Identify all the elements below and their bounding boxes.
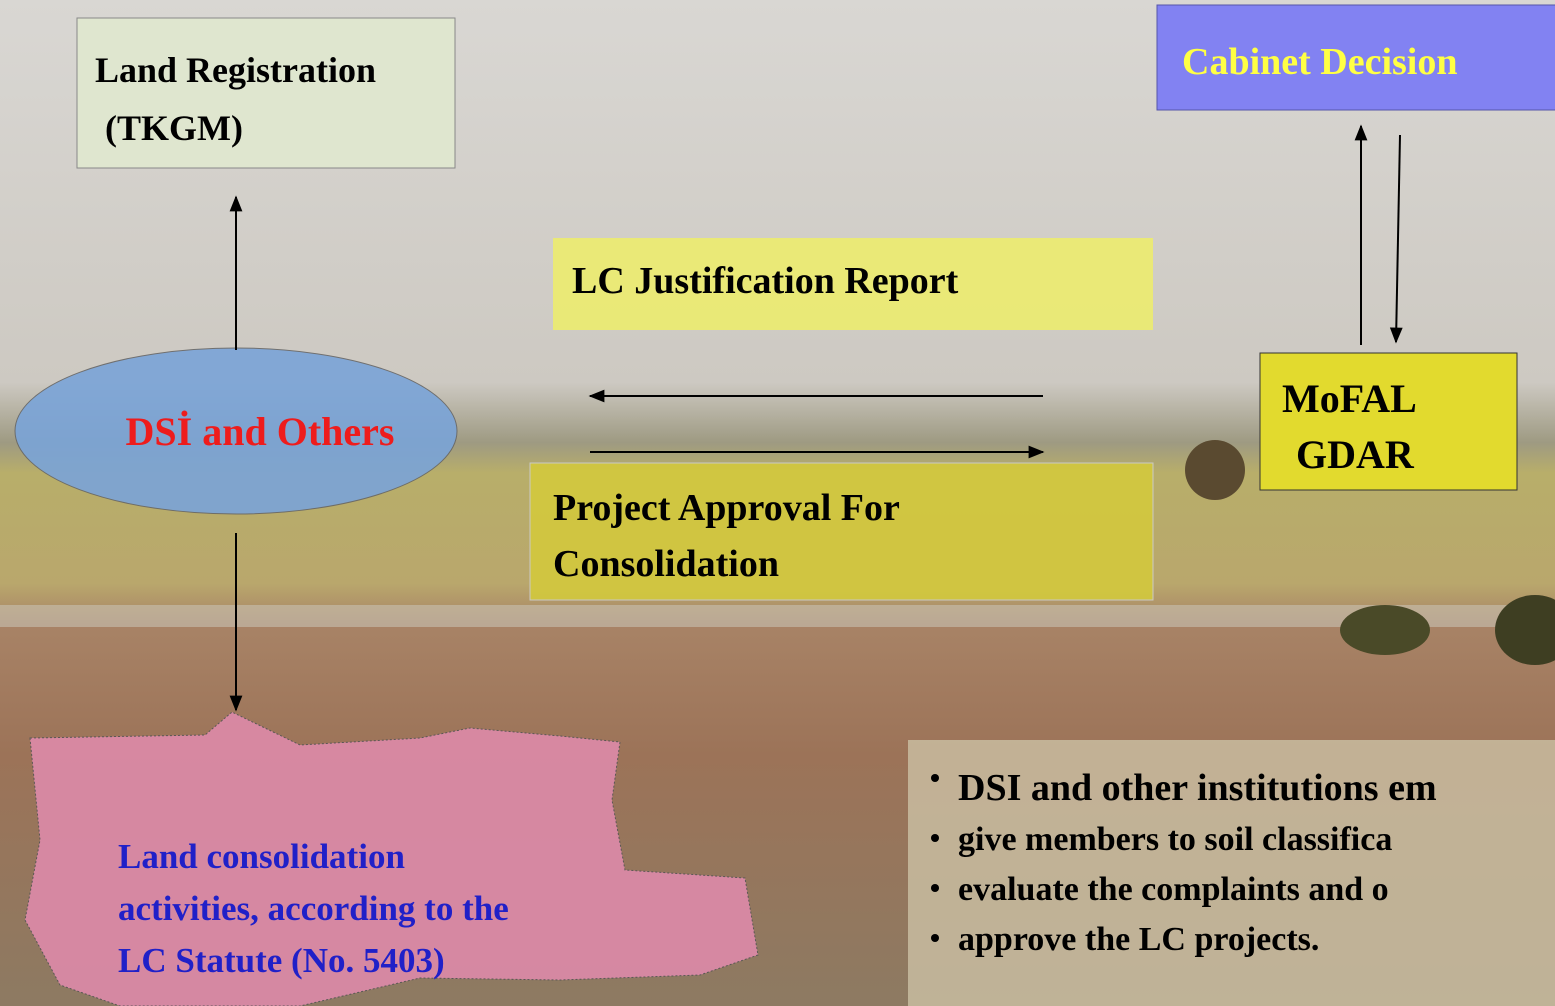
node-label: LC Justification Report [572, 260, 959, 302]
page: Land Registration (TKGM) Cabinet Decisio… [0, 0, 1555, 1006]
tree [1185, 440, 1245, 500]
node-label: Cabinet Decision [1182, 41, 1458, 83]
bullet [931, 884, 939, 892]
note: evaluate the complaints and o [958, 871, 1389, 908]
note: give members to soil classifica [958, 821, 1392, 858]
bullet [931, 834, 939, 842]
node-label: GDAR [1296, 432, 1415, 477]
node-label: Land Registration [95, 50, 376, 90]
bullet [931, 774, 939, 782]
node-label: Consolidation [553, 543, 779, 585]
note: DSI and other institutions em [958, 767, 1437, 809]
slide: Land Registration (TKGM) Cabinet Decisio… [0, 0, 1555, 1006]
bush [1340, 605, 1430, 655]
fence [0, 605, 1555, 627]
node-label: LC Statute (No. 5403) [118, 941, 445, 980]
node-label: DSİ and Others [126, 409, 395, 454]
node-label: MoFAL [1282, 376, 1417, 421]
bullet [931, 934, 939, 942]
note: approve the LC projects. [958, 921, 1319, 958]
node-label: activities, according to the [118, 889, 509, 928]
node-label: (TKGM) [105, 108, 243, 148]
node-label: Land consolidation [118, 837, 405, 876]
node-label: Project Approval For [553, 487, 900, 529]
